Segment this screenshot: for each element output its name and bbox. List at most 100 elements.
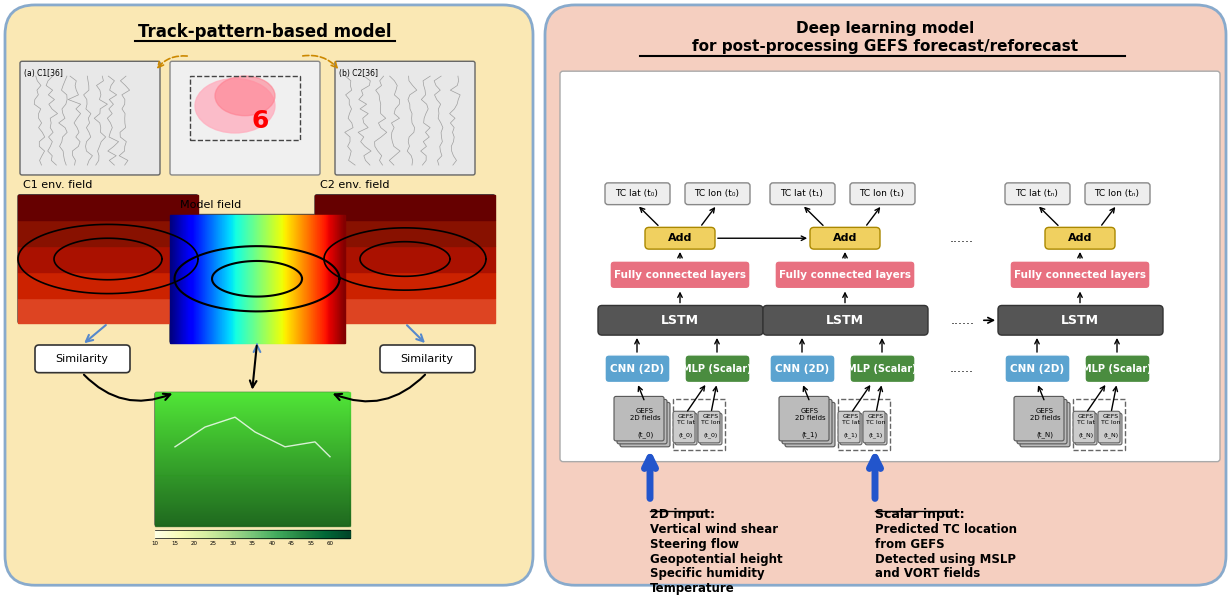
FancyBboxPatch shape: [849, 183, 915, 205]
Text: (t_N): (t_N): [1078, 432, 1093, 438]
Bar: [155, 410, 350, 411]
Text: 2D input:: 2D input:: [650, 508, 715, 521]
Text: ......: ......: [952, 314, 975, 327]
Bar: [18, 297, 198, 323]
FancyBboxPatch shape: [18, 195, 198, 323]
Text: Steering flow: Steering flow: [650, 538, 739, 551]
Bar: [155, 484, 350, 485]
FancyBboxPatch shape: [380, 345, 475, 373]
FancyBboxPatch shape: [604, 183, 670, 205]
Bar: [155, 434, 350, 435]
Bar: [155, 464, 350, 466]
Text: Vertical wind shear: Vertical wind shear: [650, 523, 778, 536]
Text: TC lon (tₙ): TC lon (tₙ): [1094, 189, 1140, 198]
Bar: [155, 521, 350, 522]
FancyBboxPatch shape: [611, 261, 750, 289]
Text: (t_1): (t_1): [869, 432, 883, 438]
Bar: [155, 425, 350, 426]
Bar: [155, 525, 350, 526]
FancyBboxPatch shape: [840, 413, 862, 445]
Text: LSTM: LSTM: [826, 314, 864, 327]
Text: 15: 15: [171, 541, 178, 546]
Text: (b) C2[36]: (b) C2[36]: [339, 69, 378, 78]
Text: Geopotential height: Geopotential height: [650, 553, 783, 565]
Text: TC lat (t₀): TC lat (t₀): [616, 189, 659, 198]
Bar: [315, 297, 495, 323]
Bar: [155, 520, 350, 521]
FancyBboxPatch shape: [763, 306, 928, 335]
FancyBboxPatch shape: [1045, 227, 1115, 249]
Text: Similarity: Similarity: [55, 354, 108, 364]
Bar: [155, 432, 350, 433]
Bar: [155, 411, 350, 412]
FancyBboxPatch shape: [598, 306, 763, 335]
Text: (t_0): (t_0): [704, 432, 718, 438]
Text: GEFS
TC lat: GEFS TC lat: [1077, 414, 1096, 424]
Text: Detected using MSLP: Detected using MSLP: [875, 553, 1016, 565]
Bar: [155, 444, 350, 445]
Bar: [155, 466, 350, 467]
Bar: [155, 448, 350, 449]
Text: TC lat (t₁): TC lat (t₁): [780, 189, 824, 198]
Text: TC lon (t₀): TC lon (t₀): [694, 189, 740, 198]
FancyBboxPatch shape: [1075, 413, 1097, 445]
FancyBboxPatch shape: [1017, 399, 1067, 444]
FancyBboxPatch shape: [776, 261, 915, 289]
Bar: [155, 519, 350, 520]
FancyBboxPatch shape: [838, 411, 860, 443]
Bar: [155, 436, 350, 437]
Bar: [18, 272, 198, 297]
Text: Track-pattern-based model: Track-pattern-based model: [138, 23, 391, 41]
Ellipse shape: [215, 76, 275, 116]
Bar: [155, 473, 350, 475]
Text: 6: 6: [251, 109, 268, 133]
Bar: [155, 451, 350, 452]
Text: GEFS
TC lat: GEFS TC lat: [677, 414, 696, 424]
Bar: [18, 220, 198, 246]
FancyBboxPatch shape: [684, 183, 750, 205]
Text: 60: 60: [327, 541, 334, 546]
Bar: [155, 421, 350, 422]
Text: Scalar input:: Scalar input:: [875, 508, 965, 521]
Bar: [155, 511, 350, 512]
Bar: [155, 479, 350, 481]
Bar: [155, 498, 350, 499]
Bar: [155, 505, 350, 506]
Bar: [155, 509, 350, 510]
FancyBboxPatch shape: [34, 345, 130, 373]
Bar: [155, 461, 350, 463]
Bar: [155, 507, 350, 508]
FancyBboxPatch shape: [771, 183, 835, 205]
Bar: [155, 478, 350, 479]
Bar: [155, 418, 350, 419]
Bar: [838, 399, 890, 450]
Bar: [155, 426, 350, 427]
Text: Specific humidity: Specific humidity: [650, 567, 764, 580]
Text: 35: 35: [249, 541, 256, 546]
Text: (t_N): (t_N): [1103, 432, 1119, 438]
Text: 30: 30: [229, 541, 236, 546]
Text: Fully connected layers: Fully connected layers: [779, 270, 911, 280]
Text: LSTM: LSTM: [661, 314, 699, 327]
Bar: [155, 493, 350, 494]
Bar: [155, 402, 350, 404]
Text: LSTM: LSTM: [1061, 314, 1099, 327]
Text: Similarity: Similarity: [400, 354, 453, 364]
FancyBboxPatch shape: [810, 227, 880, 249]
Text: MLP (Scalar): MLP (Scalar): [1082, 364, 1152, 374]
Bar: [155, 475, 350, 476]
Text: 40: 40: [268, 541, 276, 546]
Bar: [155, 441, 350, 442]
Bar: [155, 419, 350, 420]
FancyBboxPatch shape: [1085, 355, 1150, 383]
Bar: [155, 481, 350, 482]
Text: GEFS
TC lon: GEFS TC lon: [1102, 414, 1120, 424]
Bar: [155, 522, 350, 523]
Bar: [155, 518, 350, 519]
Text: CNN (2D): CNN (2D): [609, 364, 664, 374]
Bar: [155, 469, 350, 470]
Bar: [155, 427, 350, 428]
Text: GEFS
TC lon: GEFS TC lon: [867, 414, 886, 424]
FancyBboxPatch shape: [700, 413, 723, 445]
FancyBboxPatch shape: [865, 413, 888, 445]
